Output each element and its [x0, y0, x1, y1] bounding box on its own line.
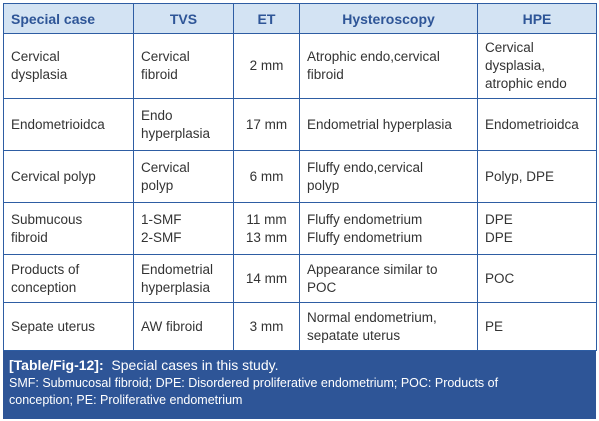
table-cell: AW fibroid [133, 302, 234, 351]
table-cell: Appearance similar to POC [299, 254, 478, 303]
table-figure: Special case TVS ET Hysteroscopy HPE Cervica… [3, 3, 597, 419]
cell-text: dysplasia, [485, 58, 546, 73]
cell-text: Cervical [11, 49, 60, 64]
table-cell: 1-SMF 2-SMF [133, 202, 234, 255]
cell-text: conception [11, 279, 77, 295]
table-cell: Fluffy endometrium Fluffy endometrium [299, 202, 478, 255]
cell-text: Fluffy endometrium [307, 229, 423, 245]
table-cell: Cervical dysplasia [3, 33, 134, 99]
cell-text: Endometrioidca [485, 116, 579, 132]
caption-title: Special cases in this study. [111, 357, 279, 373]
table-cell: Submucous fibroid [3, 202, 134, 255]
table-cell: Endometrioidca [477, 98, 597, 151]
cell-text: atrophic endo [485, 76, 567, 91]
cell-text: POC [307, 279, 337, 295]
cell-text: polyp [307, 177, 340, 193]
table-row: Endometrioidca Endo hyperplasia 17 mm Endome… [3, 98, 597, 151]
cell-text: 6 mm [249, 168, 284, 184]
table-cell: Normal endometrium, sepatate uterus [299, 302, 478, 351]
cell-text: Cervical polyp [11, 168, 96, 184]
cell-text: Cervical [141, 159, 190, 175]
cell-text: POC [485, 270, 515, 286]
cell-text: Fluffy endo,cervical [307, 159, 424, 175]
cell-text: AW fibroid [141, 318, 203, 334]
table-cell: 2 mm [233, 33, 300, 99]
cell-text: Atrophic endo,cervical [307, 49, 440, 64]
cell-text: PE [485, 318, 504, 334]
table-cell: Endo hyperplasia [133, 98, 234, 151]
cell-text: dysplasia [11, 67, 68, 82]
table-row: Cervical polyp Cervical polyp 6 mm Fluffy en… [3, 150, 597, 203]
header-cell: HPE [477, 3, 597, 34]
table-cell: Cervical polyp [3, 150, 134, 203]
table-cell: Polyp, DPE [477, 150, 597, 203]
header-row: Special case TVS ET Hysteroscopy HPE [3, 3, 597, 34]
header-cell: Hysteroscopy [299, 3, 478, 34]
cell-text: Sepate uterus [11, 318, 96, 334]
cell-text: 14 mm [245, 270, 288, 286]
cell-text: Appearance similar to [307, 261, 438, 277]
table-cell: Atrophic endo,cervical fibroid [299, 33, 478, 99]
cell-text: fibroid [11, 229, 48, 245]
table-cell: Sepate uterus [3, 302, 134, 351]
cell-text: Fluffy endometrium [307, 211, 423, 227]
table-cell: PE [477, 302, 597, 351]
table-cell: 3 mm [233, 302, 300, 351]
table-row: Cervical dysplasia Cervical fibroid 2 mm Atro… [3, 33, 597, 99]
caption-title-line: [Table/Fig-12]: Special cases in this st… [9, 355, 590, 375]
cell-text: Polyp, DPE [485, 168, 555, 184]
cell-text: hyperplasia [141, 279, 211, 295]
cell-text: polyp [141, 177, 174, 193]
cell-text: 11 mm [246, 211, 287, 227]
caption-label: [Table/Fig-12]: [9, 357, 104, 373]
cell-text: 2-SMF [141, 229, 182, 245]
table-cell: Cervical fibroid [133, 33, 234, 99]
cell-text: fibroid [141, 67, 178, 82]
table-cell: POC [477, 254, 597, 303]
cell-text: 2 mm [249, 58, 284, 73]
note-line: SMF: Submucosal fibroid; DPE: Disordered… [9, 376, 499, 390]
cell-text: DPE [485, 229, 513, 245]
cell-text: Cervical [485, 40, 534, 55]
cell-text: Products of [11, 261, 80, 277]
header-cell: ET [233, 3, 300, 34]
cell-text: Cervical [141, 49, 190, 64]
cell-text: hyperplasia [141, 125, 211, 141]
cell-text: 17 mm [245, 116, 288, 132]
header-cell: Special case [3, 3, 134, 34]
cell-text: Endometrial [141, 261, 214, 277]
cell-text: DPE [485, 211, 513, 227]
table-row: Submucous fibroid 1-SMF 2-SMF 11 mm 13 mm Fluf… [3, 202, 597, 255]
cell-text: sepatate uterus [307, 327, 401, 343]
cell-text: 13 mm [245, 229, 288, 245]
table-cell: Endometrioidca [3, 98, 134, 151]
table-cell: 17 mm [233, 98, 300, 151]
table-cell: Fluffy endo,cervical polyp [299, 150, 478, 203]
cell-text: 3 mm [249, 318, 284, 334]
cell-text: Endometrioidca [11, 116, 105, 132]
cell-text: Endometrial hyperplasia [307, 116, 452, 132]
table-cell: Products of conception [3, 254, 134, 303]
cell-text: Normal endometrium, [307, 309, 437, 325]
table-row: Sepate uterus AW fibroid 3 mm Normal endome… [3, 302, 597, 351]
table-cell: 6 mm [233, 150, 300, 203]
table: Special case TVS ET Hysteroscopy HPE Cervica… [3, 3, 597, 351]
cell-text: 1-SMF [141, 211, 182, 227]
table-cell: 14 mm [233, 254, 300, 303]
note-line: conception; PE: Proliferative endometriu… [9, 393, 243, 407]
table-cell: 11 mm 13 mm [233, 202, 300, 255]
table-cell: Cervical polyp [133, 150, 234, 203]
caption-note: SMF: Submucosal fibroid; DPE: Disordered… [9, 375, 590, 409]
header-cell: TVS [133, 3, 234, 34]
cell-text: fibroid [307, 67, 344, 82]
caption: [Table/Fig-12]: Special cases in this st… [3, 351, 596, 419]
cell-text: Endo [141, 107, 173, 123]
table-cell: Endometrial hyperplasia [299, 98, 478, 151]
table-cell: Endometrial hyperplasia [133, 254, 234, 303]
table-cell: DPE DPE [477, 202, 597, 255]
table-row: Products of conception Endometrial hyperpla… [3, 254, 597, 303]
table-cell: Cervical dysplasia, atrophic endo [477, 33, 597, 99]
cell-text: Submucous [11, 211, 83, 227]
